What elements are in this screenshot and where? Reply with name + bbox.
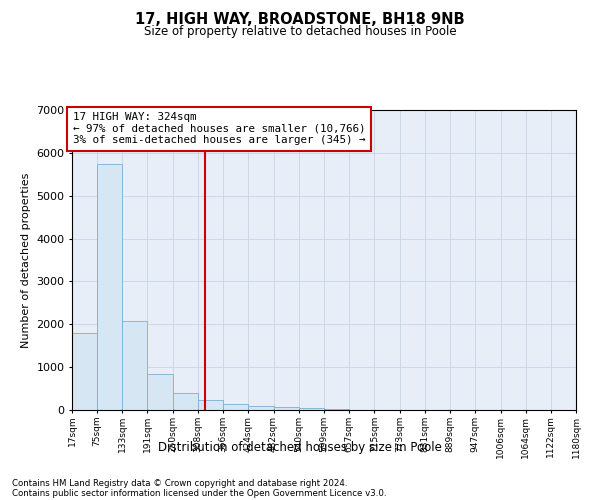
Bar (299, 408, 324, 410)
Text: Size of property relative to detached houses in Poole: Size of property relative to detached ho… (143, 25, 457, 38)
Bar (97, 164, 122, 410)
Bar (274, 408, 299, 410)
Bar (324, 409, 349, 410)
Bar (148, 374, 173, 410)
Bar (198, 400, 223, 410)
Y-axis label: Number of detached properties: Number of detached properties (20, 172, 31, 348)
Bar (72, 333, 97, 410)
Bar (173, 394, 198, 410)
Bar (122, 321, 148, 410)
Text: Distribution of detached houses by size in Poole: Distribution of detached houses by size … (158, 441, 442, 454)
Text: 17 HIGH WAY: 324sqm
← 97% of detached houses are smaller (10,766)
3% of semi-det: 17 HIGH WAY: 324sqm ← 97% of detached ho… (73, 112, 365, 146)
Text: Contains HM Land Registry data © Crown copyright and database right 2024.: Contains HM Land Registry data © Crown c… (12, 478, 347, 488)
Bar (223, 404, 248, 410)
Text: Contains public sector information licensed under the Open Government Licence v3: Contains public sector information licen… (12, 488, 386, 498)
Text: 17, HIGH WAY, BROADSTONE, BH18 9NB: 17, HIGH WAY, BROADSTONE, BH18 9NB (135, 12, 465, 28)
Bar (248, 406, 274, 410)
